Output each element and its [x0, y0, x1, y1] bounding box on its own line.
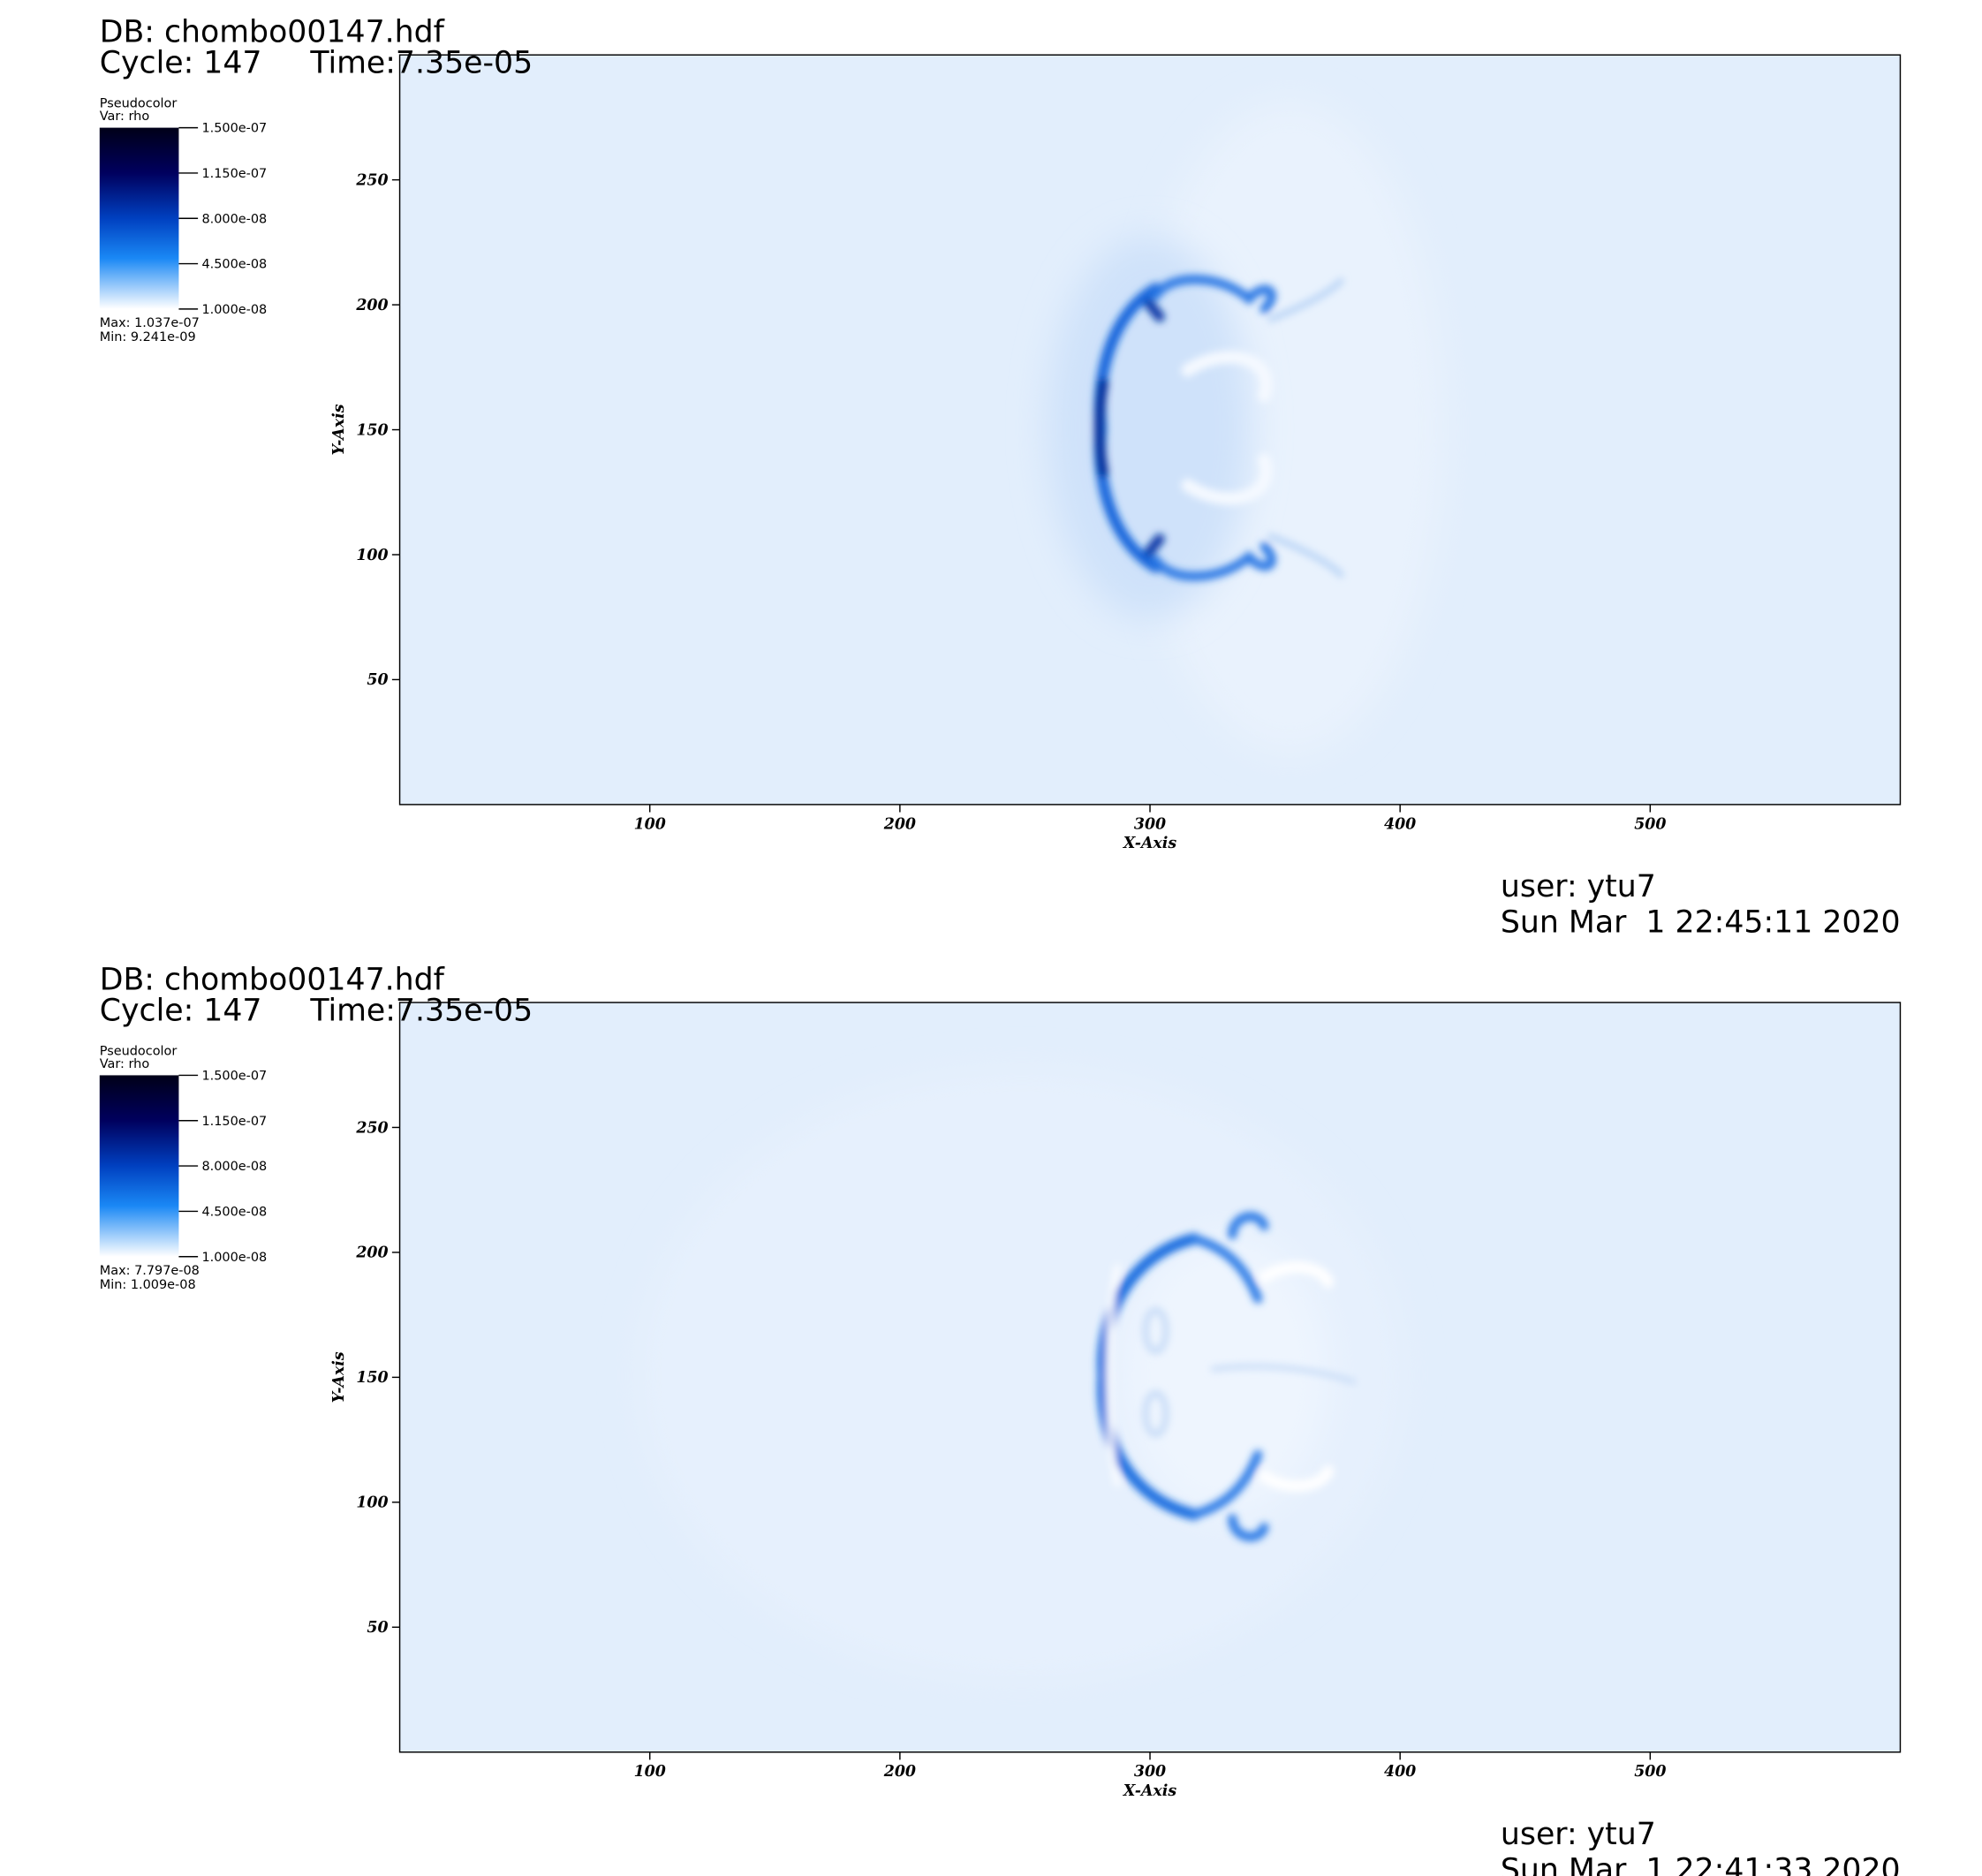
x-tick-label: 500	[1634, 1763, 1666, 1781]
max-label: Max: 1.037e-07	[100, 316, 200, 330]
date-label: Sun Mar 1 22:41:33 2020	[1501, 1852, 1901, 1876]
user-label: user: ytu7	[1501, 869, 1656, 904]
y-tick-label: 150	[356, 421, 388, 439]
halo	[1136, 102, 1443, 754]
structure	[1097, 1212, 1357, 1541]
colorbar-tick-label: 4.500e-08	[201, 1205, 267, 1219]
x-tick-label: 400	[1384, 1763, 1416, 1781]
x-axis-label: X-Axis	[1123, 1782, 1176, 1800]
y-tick-label: 50	[367, 671, 388, 689]
colorbar-tick-label: 8.000e-08	[201, 212, 267, 226]
structure	[1093, 275, 1344, 581]
x-tick-label: 100	[634, 1763, 666, 1781]
colorbar-tick-label: 4.500e-08	[201, 258, 267, 272]
colorbar-tick-label: 1.150e-07	[201, 1115, 267, 1129]
y-tick-label: 200	[355, 1244, 388, 1262]
x-tick-label: 200	[883, 1763, 916, 1781]
colorbar-tick-label: 1.500e-07	[201, 122, 267, 136]
cycle-label: Cycle: 147	[100, 993, 262, 1028]
db-label: DB: chombo00147.hdf	[100, 963, 445, 998]
time-label: Time:7.35e-05	[309, 993, 533, 1028]
colorbar-tick-label: 1.000e-08	[201, 1251, 267, 1265]
colorbar	[99, 127, 179, 309]
halo	[1123, 1235, 1328, 1517]
max-label: Max: 7.797e-08	[100, 1264, 200, 1278]
y-tick-label: 200	[355, 297, 388, 314]
min-label: Min: 1.009e-08	[100, 1278, 196, 1292]
user-label: user: ytu7	[1501, 1817, 1656, 1852]
y-tick-label: 250	[355, 1119, 388, 1137]
colorbar	[99, 1075, 179, 1257]
x-tick-label: 300	[1134, 1763, 1166, 1781]
time-label: Time:7.35e-05	[309, 45, 533, 80]
cycle-label: Cycle: 147	[100, 45, 262, 80]
db-label: DB: chombo00147.hdf	[100, 15, 445, 50]
y-tick-label: 100	[356, 1494, 388, 1512]
colorbar-tick-label: 1.500e-07	[201, 1069, 267, 1083]
min-label: Min: 9.241e-09	[100, 330, 196, 344]
field	[399, 1002, 1901, 1752]
y-tick-label: 150	[356, 1369, 388, 1387]
colorbar-tick-label: 8.000e-08	[201, 1160, 267, 1174]
legend-title: Pseudocolor	[100, 96, 178, 110]
x-tick-label: 300	[1134, 815, 1166, 833]
x-tick-label: 200	[883, 815, 916, 833]
colorbar-tick-label: 1.150e-07	[201, 167, 267, 181]
x-tick-label: 400	[1384, 815, 1416, 833]
field	[399, 55, 1901, 805]
legend-var: Var: rho	[100, 110, 150, 124]
x-tick-label: 500	[1634, 815, 1666, 833]
colorbar-tick-label: 1.000e-08	[201, 303, 267, 317]
y-tick-label: 250	[355, 171, 388, 189]
x-axis-label: X-Axis	[1123, 835, 1176, 852]
legend-var: Var: rho	[100, 1057, 150, 1071]
y-axis-label: Y-Axis	[330, 1351, 348, 1403]
date-label: Sun Mar 1 22:45:11 2020	[1501, 904, 1901, 940]
halo	[1047, 236, 1252, 620]
x-tick-label: 100	[634, 815, 666, 833]
y-axis-label: Y-Axis	[330, 404, 348, 455]
y-tick-label: 50	[367, 1619, 388, 1637]
y-tick-label: 100	[356, 547, 388, 564]
halo	[638, 1069, 1405, 1683]
legend-title: Pseudocolor	[100, 1044, 178, 1058]
